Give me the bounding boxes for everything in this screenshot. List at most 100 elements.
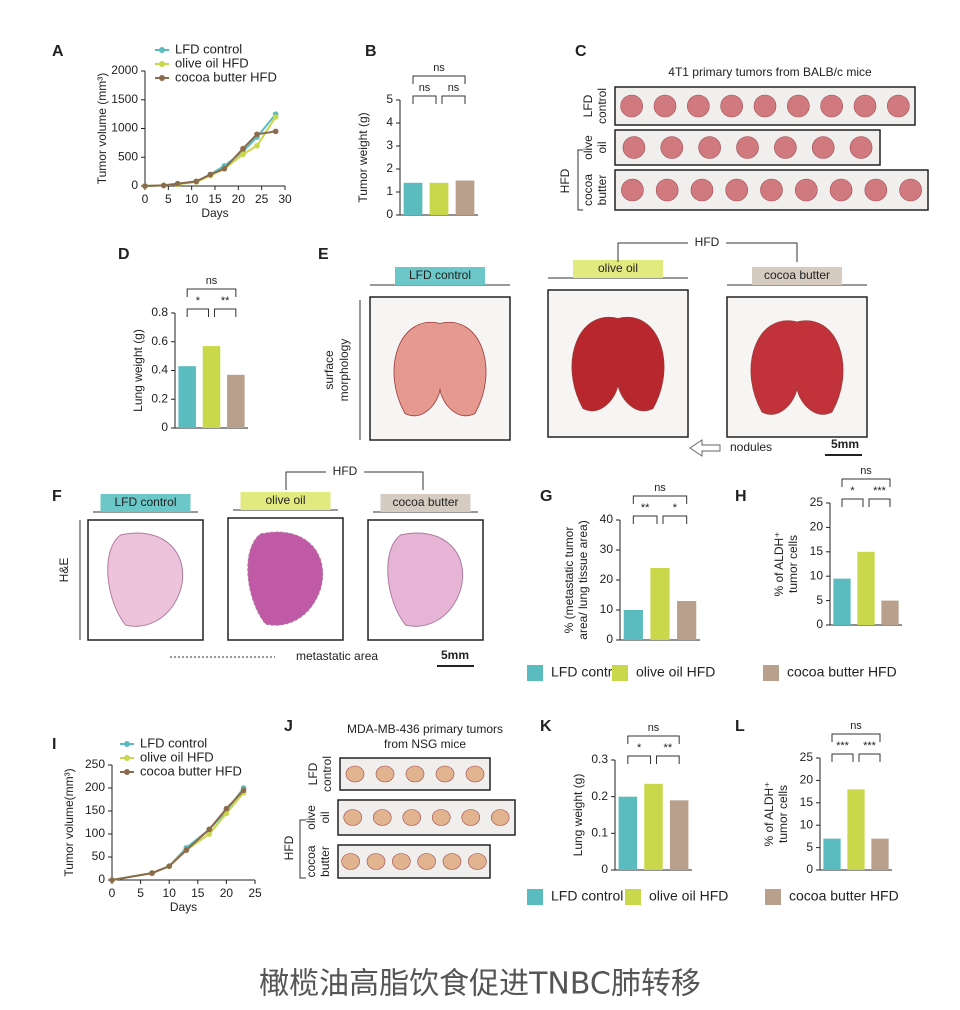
y-tick-label: 10	[600, 602, 614, 616]
label: oil	[318, 811, 332, 823]
label: 4T1 primary tumors from BALB/c mice	[668, 65, 872, 79]
significance: *	[850, 485, 855, 497]
lung	[571, 316, 665, 412]
tumor	[372, 809, 392, 826]
tumor	[375, 765, 395, 783]
bracket	[831, 753, 854, 762]
y-tick-label: 0.8	[151, 305, 168, 319]
arrow	[689, 439, 721, 457]
y-axis-label: tumor cells	[786, 535, 800, 593]
significance: ns	[648, 722, 660, 734]
y-tick-label: 40	[600, 512, 614, 526]
tumor	[366, 853, 386, 870]
y-tick-label: 15	[800, 795, 814, 809]
y-tick-label: 250	[85, 757, 105, 771]
tumor	[760, 178, 783, 202]
tumor	[864, 178, 888, 202]
label: HFD	[558, 168, 572, 193]
x-tick-label: 30	[278, 192, 292, 206]
tumor	[794, 178, 818, 202]
label: HFD	[333, 464, 358, 478]
y-tick-label: 0	[386, 207, 393, 221]
bracket	[632, 515, 658, 524]
bar	[650, 568, 670, 640]
y-axis-label: % (metastatic tumor	[562, 527, 576, 634]
significance: **	[664, 742, 673, 754]
y-tick-label: 25	[810, 495, 824, 509]
tumor	[853, 94, 877, 118]
tumor	[343, 809, 363, 826]
label: olive oil	[598, 261, 638, 275]
bar	[823, 838, 841, 870]
y-tick-label: 100	[85, 826, 105, 840]
label: K	[540, 718, 552, 735]
x-tick-label: 15	[191, 886, 205, 900]
legend-label: olive oil HFD	[175, 55, 249, 70]
hfd-bg	[688, 235, 726, 251]
legend-label: LFD control	[551, 888, 623, 904]
y-tick-label: 30	[600, 542, 614, 556]
bar	[227, 374, 245, 428]
y-tick-label: 20	[810, 520, 824, 534]
point	[109, 877, 115, 883]
label: olive	[304, 805, 318, 830]
label: LFD	[581, 94, 595, 117]
bar	[178, 366, 196, 428]
x-tick-label: 20	[232, 192, 246, 206]
bracket	[841, 498, 864, 507]
legend-label: cocoa butter HFD	[787, 664, 897, 680]
y-tick-label: 0.2	[151, 391, 168, 405]
label: G	[540, 488, 552, 505]
legend-swatch	[763, 665, 779, 681]
label: cocoa butter	[764, 268, 830, 282]
y-tick-label: 2	[386, 161, 393, 175]
tumor	[736, 136, 759, 159]
bar	[618, 796, 638, 870]
tumor	[787, 94, 810, 118]
y-tick-label: 3	[386, 138, 393, 152]
tumor	[341, 853, 360, 870]
tumor	[829, 178, 853, 202]
bracket	[632, 495, 688, 504]
significance: ns	[433, 62, 445, 74]
label: A	[52, 43, 64, 60]
tumor	[431, 809, 451, 826]
x-axis-label: Days	[170, 900, 197, 914]
bar	[623, 610, 643, 640]
y-tick-label: 0	[806, 862, 813, 876]
legend-label: cocoa butter HFD	[789, 888, 899, 904]
tumor	[392, 853, 411, 870]
caption: 橄榄油高脂饮食促进TNBC肺转移	[259, 967, 701, 1002]
legend-label: olive oil HFD	[636, 664, 715, 680]
tumor	[660, 136, 684, 159]
point	[207, 171, 214, 178]
bar	[871, 838, 889, 870]
y-axis-label: tumor cells	[776, 785, 790, 843]
label: butter	[318, 846, 332, 877]
label: HFD	[695, 235, 720, 249]
label-bg	[573, 260, 663, 278]
point	[254, 142, 260, 149]
x-tick-label: 10	[185, 192, 199, 206]
bar	[881, 600, 899, 625]
significance: *	[196, 295, 201, 307]
photo-frame	[337, 799, 516, 836]
y-axis-label: Tumor weight (g)	[356, 112, 370, 202]
bracket	[186, 308, 209, 317]
bar	[403, 182, 423, 215]
legend-dot	[159, 47, 165, 53]
legend-label: olive oil HFD	[140, 749, 214, 764]
y-tick-label: 10	[810, 568, 824, 582]
y-tick-label: 150	[85, 803, 105, 817]
bracket	[441, 95, 466, 104]
significance: **	[641, 502, 650, 514]
y-tick-label: 0	[606, 632, 613, 646]
hfd-bracket	[299, 819, 306, 879]
tumor	[774, 136, 797, 159]
legend-swatch	[527, 665, 543, 681]
y-tick-label: 0	[601, 862, 608, 876]
significance: ns	[860, 465, 872, 477]
legend-dot	[159, 61, 165, 67]
significance: **	[221, 295, 230, 307]
label: J	[284, 718, 293, 735]
